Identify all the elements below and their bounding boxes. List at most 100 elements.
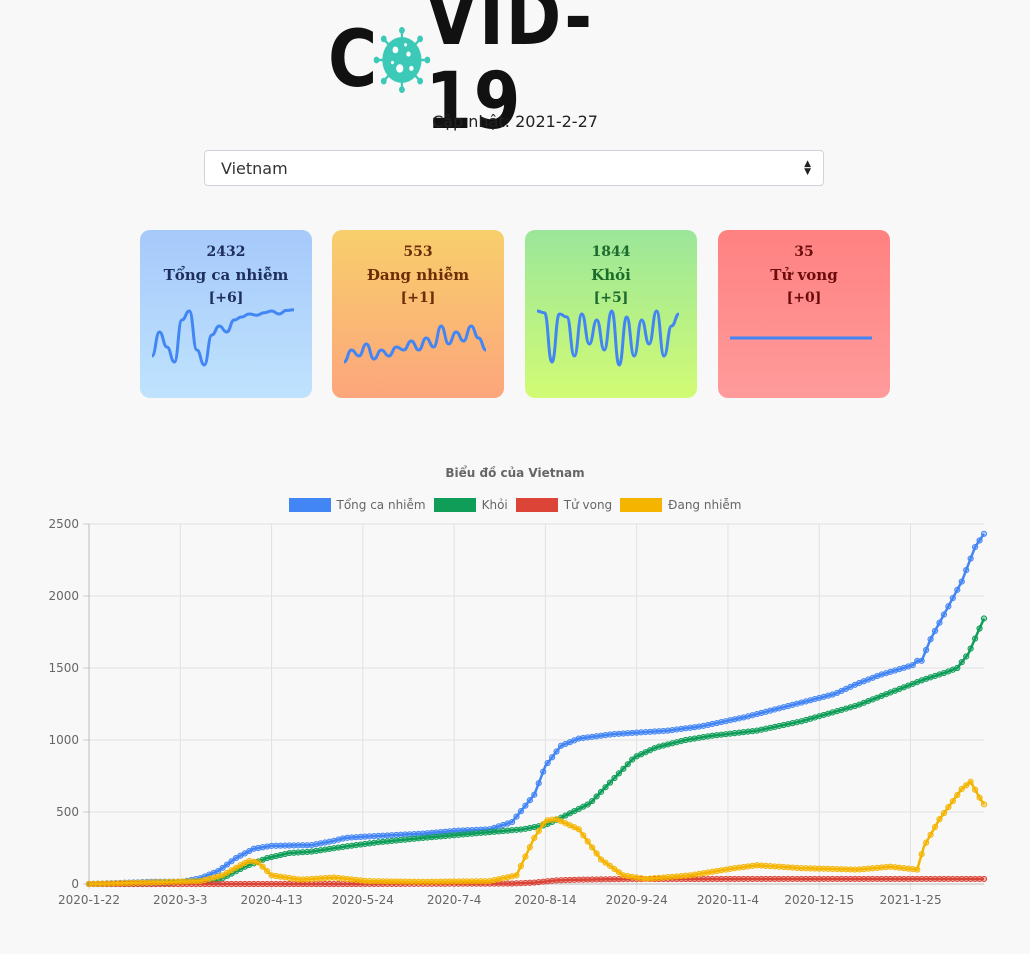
data-point[interactable] <box>428 829 435 836</box>
data-point[interactable] <box>597 876 605 883</box>
data-point[interactable] <box>602 732 609 739</box>
data-point[interactable] <box>615 730 622 737</box>
data-point[interactable] <box>388 878 395 885</box>
data-point[interactable] <box>682 725 689 732</box>
data-point[interactable] <box>339 835 346 842</box>
data-point[interactable] <box>277 842 284 849</box>
data-point[interactable] <box>486 829 493 836</box>
data-point[interactable] <box>442 828 449 835</box>
data-point[interactable] <box>117 880 124 887</box>
data-point[interactable] <box>272 880 280 888</box>
data-point[interactable] <box>811 875 818 883</box>
data-point[interactable] <box>900 875 907 883</box>
data-point[interactable] <box>513 880 520 887</box>
data-point[interactable] <box>433 829 440 836</box>
data-point[interactable] <box>660 874 667 881</box>
data-point[interactable] <box>295 876 302 883</box>
data-point[interactable] <box>357 877 364 884</box>
data-point[interactable] <box>223 880 231 888</box>
data-point[interactable] <box>669 873 676 880</box>
data-point[interactable] <box>967 645 974 652</box>
data-point[interactable] <box>513 813 520 820</box>
data-point[interactable] <box>286 874 293 882</box>
data-point[interactable] <box>535 879 542 886</box>
data-point[interactable] <box>495 880 502 887</box>
data-point[interactable] <box>963 782 970 789</box>
data-point[interactable] <box>869 875 876 883</box>
data-point[interactable] <box>166 878 173 886</box>
data-point[interactable] <box>548 877 556 884</box>
data-point[interactable] <box>197 878 204 885</box>
country-select[interactable]: Vietnam ▲ ▼ <box>204 150 824 186</box>
legend-item[interactable]: Tử vong <box>515 498 612 512</box>
data-point[interactable] <box>264 854 271 862</box>
data-point[interactable] <box>437 833 444 840</box>
data-point[interactable] <box>749 862 756 869</box>
data-point[interactable] <box>735 875 743 883</box>
data-point[interactable] <box>767 724 774 731</box>
data-point[interactable] <box>611 774 618 782</box>
data-point[interactable] <box>976 537 983 544</box>
data-point[interactable] <box>513 872 520 879</box>
data-point[interactable] <box>330 845 338 852</box>
data-point[interactable] <box>860 865 867 873</box>
data-point[interactable] <box>767 875 774 883</box>
data-point[interactable] <box>802 875 809 883</box>
data-point[interactable] <box>856 866 863 873</box>
data-point[interactable] <box>874 875 881 883</box>
data-point[interactable] <box>700 734 707 741</box>
data-point[interactable] <box>317 840 324 847</box>
data-point[interactable] <box>357 833 364 841</box>
data-point[interactable] <box>295 849 302 856</box>
data-point[interactable] <box>317 875 324 882</box>
data-point[interactable] <box>669 726 676 734</box>
data-point[interactable] <box>553 748 560 755</box>
data-point[interactable] <box>424 878 431 885</box>
data-point[interactable] <box>353 876 360 884</box>
data-point[interactable] <box>157 879 164 886</box>
data-point[interactable] <box>228 880 235 888</box>
data-point[interactable] <box>856 875 863 883</box>
data-point[interactable] <box>620 730 627 737</box>
data-point[interactable] <box>366 878 373 885</box>
data-point[interactable] <box>713 875 720 883</box>
data-point[interactable] <box>335 836 342 843</box>
data-point[interactable] <box>335 880 342 888</box>
data-point[interactable] <box>927 831 934 838</box>
data-point[interactable] <box>406 836 413 843</box>
data-point[interactable] <box>281 842 289 849</box>
data-point[interactable] <box>344 843 351 850</box>
data-point[interactable] <box>593 793 600 800</box>
data-point[interactable] <box>384 832 391 839</box>
data-point[interactable] <box>735 864 743 871</box>
data-point[interactable] <box>370 878 378 885</box>
data-point[interactable] <box>442 832 449 840</box>
data-point[interactable] <box>945 804 952 811</box>
data-point[interactable] <box>629 729 636 737</box>
data-point[interactable] <box>589 797 596 805</box>
data-point[interactable] <box>718 719 725 726</box>
data-point[interactable] <box>660 727 667 735</box>
data-point[interactable] <box>842 875 850 883</box>
data-point[interactable] <box>860 875 867 883</box>
data-point[interactable] <box>896 875 903 883</box>
data-point[interactable] <box>740 729 747 736</box>
data-point[interactable] <box>353 842 360 849</box>
data-point[interactable] <box>442 878 449 885</box>
data-point[interactable] <box>415 878 422 885</box>
data-point[interactable] <box>727 730 734 737</box>
data-point[interactable] <box>740 863 747 871</box>
data-point[interactable] <box>348 834 355 841</box>
data-point[interactable] <box>646 728 654 735</box>
data-point[interactable] <box>749 875 756 883</box>
data-point[interactable] <box>923 875 930 883</box>
data-point[interactable] <box>749 712 756 719</box>
data-point[interactable] <box>606 779 614 786</box>
data-point[interactable] <box>219 872 226 879</box>
data-point[interactable] <box>366 833 373 840</box>
data-point[interactable] <box>500 875 507 882</box>
data-point[interactable] <box>958 659 965 666</box>
data-point[interactable] <box>789 864 796 871</box>
data-point[interactable] <box>900 865 907 872</box>
data-point[interactable] <box>771 723 778 730</box>
